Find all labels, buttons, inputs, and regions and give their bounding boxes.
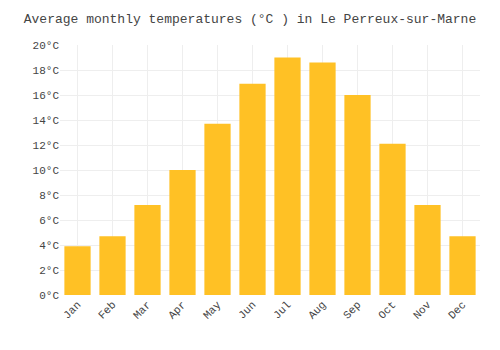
svg-text:16°C: 16°C xyxy=(33,90,60,102)
svg-text:Sep: Sep xyxy=(341,299,363,321)
svg-text:Jul: Jul xyxy=(271,299,293,321)
svg-text:Apr: Apr xyxy=(166,299,188,321)
svg-text:10°C: 10°C xyxy=(33,165,60,177)
svg-text:8°C: 8°C xyxy=(39,190,59,202)
svg-text:2°C: 2°C xyxy=(39,265,59,277)
svg-text:Feb: Feb xyxy=(96,299,118,321)
svg-text:Jun: Jun xyxy=(236,299,258,321)
svg-text:Average monthly temperatures (: Average monthly temperatures (°C ) in Le… xyxy=(24,12,476,27)
svg-text:Nov: Nov xyxy=(411,299,434,322)
svg-text:Aug: Aug xyxy=(306,299,328,321)
svg-text:0°C: 0°C xyxy=(39,290,59,302)
svg-text:May: May xyxy=(201,299,224,322)
svg-text:18°C: 18°C xyxy=(33,65,60,77)
svg-text:6°C: 6°C xyxy=(39,215,59,227)
svg-text:14°C: 14°C xyxy=(33,115,60,127)
svg-text:Oct: Oct xyxy=(376,299,398,321)
svg-text:20°C: 20°C xyxy=(33,40,60,52)
svg-text:4°C: 4°C xyxy=(39,240,59,252)
svg-text:Jan: Jan xyxy=(61,299,83,321)
svg-text:Dec: Dec xyxy=(446,299,468,321)
svg-text:Mar: Mar xyxy=(131,299,153,321)
svg-text:12°C: 12°C xyxy=(33,140,60,152)
